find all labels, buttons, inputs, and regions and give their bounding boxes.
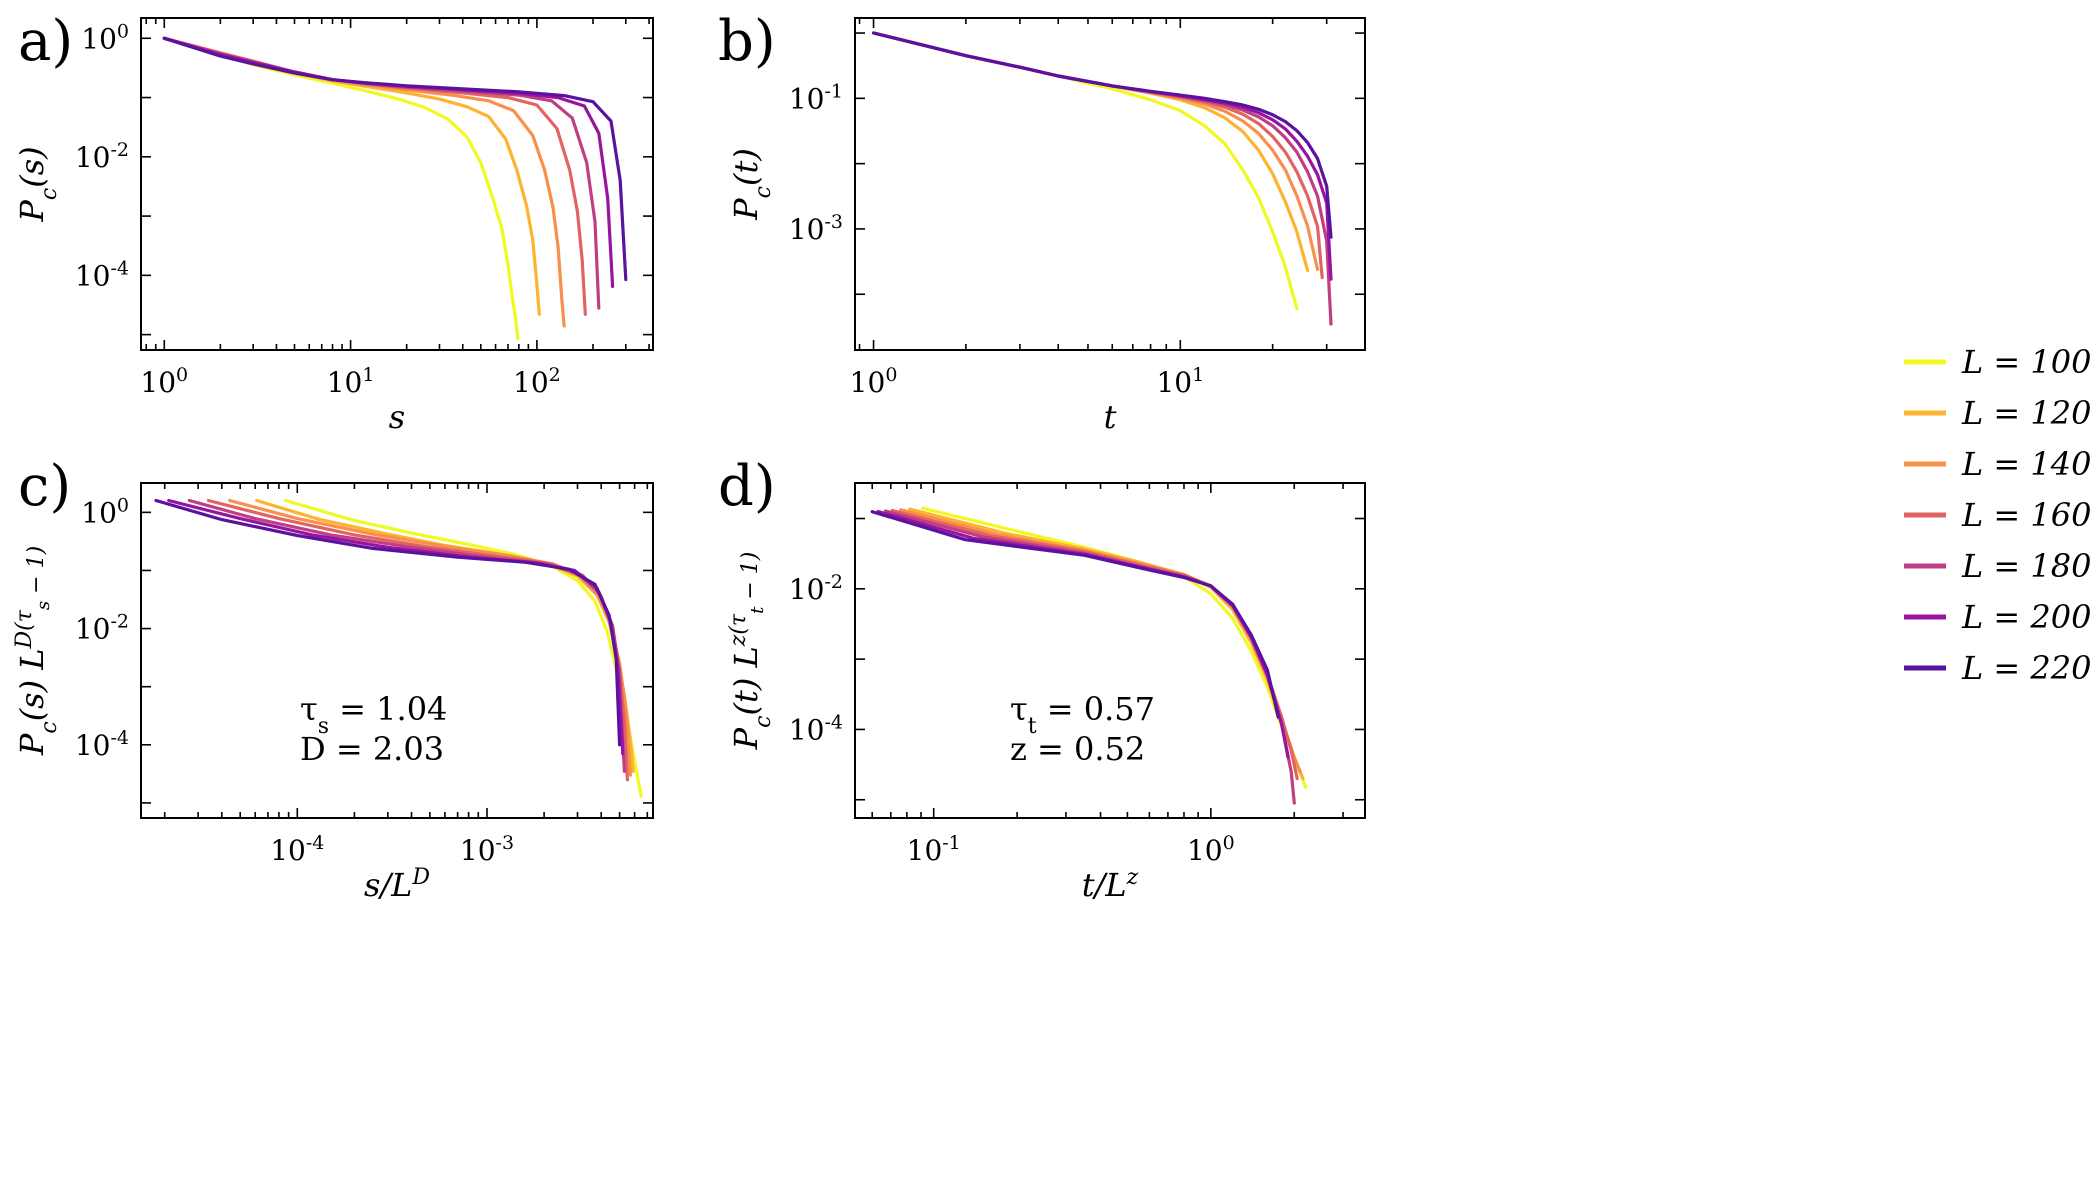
series-line-l220 [154,498,622,747]
series-line-l180 [162,36,601,310]
x-tick-label: 100 [850,364,898,399]
x-tick-label: 10-4 [270,832,324,867]
legend-label: L = 100 [1961,343,2091,381]
y-tick-label: 100 [81,494,129,529]
x-tick-label: 100 [140,364,188,399]
panel-a: 100 101 102 100 10-2 10-4 s Pc(s) a) [13,9,654,436]
y-tick-label: 10-2 [789,571,843,606]
series-line-l180 [871,31,1333,326]
series-group [162,36,628,341]
legend: L = 100 L = 120 L = 140 L = 160 L = 180 L = 2… [1904,343,2091,687]
series-line-l160 [162,36,587,316]
series-line-l200 [162,36,615,288]
x-axis-title: t/Lz [1082,865,1139,905]
fit-parameter-text: τs = 1.04 [300,690,447,739]
panel-label: c) [18,454,71,519]
panel-label: a) [18,9,73,74]
panel-b: 100 101 10-1 10-3 t Pc(t) b) [718,9,1366,436]
x-tick-label: 100 [1187,832,1235,867]
x-axis-title: s/LD [364,865,430,905]
y-tick-label: 10-4 [789,711,843,746]
y-tick-label: 10-3 [789,211,843,246]
axes-frame [854,482,1366,819]
y-tick-label: 10-4 [75,257,129,292]
x-tick-label: 10-3 [460,832,514,867]
y-axis-title: Pc(t) Lz(τt − 1) [726,552,776,751]
series-line-l220 [870,510,1280,719]
series-line-l220 [162,36,628,282]
legend-label: L = 200 [1961,598,2091,636]
series-group [870,506,1308,805]
series-group [871,31,1333,326]
x-tick-label: 101 [327,364,375,399]
legend-label: L = 180 [1961,547,2091,585]
y-tick-label: 100 [81,20,129,55]
y-axis-title: Pc(s) LD(τs − 1) [12,546,62,756]
legend-label: L = 140 [1961,445,2091,483]
y-tick-label: 10-1 [789,80,843,115]
axes-frame [854,17,1366,351]
fit-parameter-text: τt = 0.57 [1010,690,1155,739]
x-tick-label: 102 [513,364,561,399]
series-group [154,498,643,798]
series-line-l120 [162,36,541,316]
axes-frame [140,482,654,819]
series-line-l220 [871,31,1333,239]
axes-frame [140,17,654,351]
x-tick-label: 101 [1156,364,1204,399]
y-tick-label: 10-2 [75,139,129,174]
panel-c: 10-4 10-3 100 10-2 10-4 s/LD Pc(s) LD(τs − 1) c… [12,454,654,904]
x-tick-label: 10-1 [907,832,961,867]
panel-label: b) [718,9,776,74]
y-tick-label: 10-2 [75,611,129,646]
y-axis-title: Pc(s) [13,146,62,222]
y-tick-label: 10-4 [75,727,129,762]
legend-label: L = 220 [1961,649,2091,687]
legend-label: L = 160 [1961,496,2091,534]
x-axis-title: s [389,398,405,436]
series-line-l120 [871,31,1310,273]
series-line-l160 [871,31,1324,280]
series-line-l100 [871,31,1299,311]
fit-parameter-text: z = 0.52 [1010,730,1145,768]
panel-label: d) [718,454,776,519]
panel-d: 10-1 100 10-2 10-4 t/Lz Pc(t) Lz(τt − 1) d) τt … [718,454,1366,905]
y-axis-title: Pc(t) [727,148,776,221]
fit-parameter-text: D = 2.03 [300,730,444,768]
legend-label: L = 120 [1961,394,2091,432]
x-axis-title: t [1104,398,1117,436]
series-line-l140 [871,31,1320,271]
